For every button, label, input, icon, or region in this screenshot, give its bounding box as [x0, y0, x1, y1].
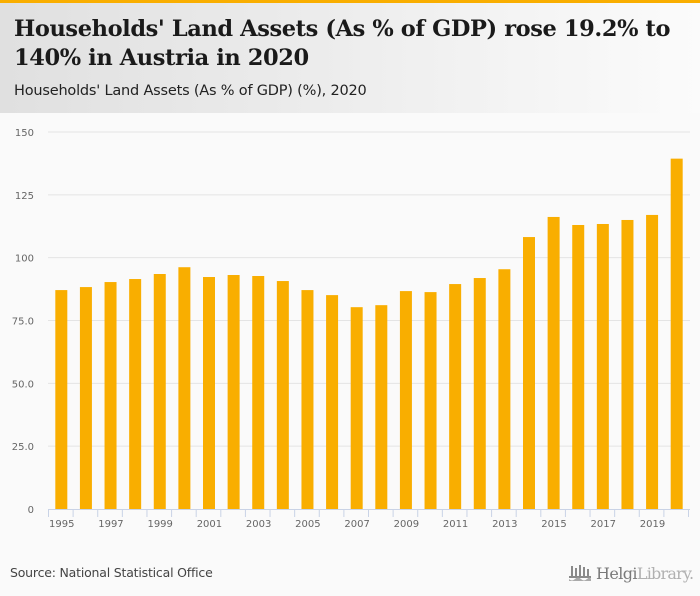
bar-2009: [399, 291, 412, 509]
bar-2008: [375, 305, 388, 509]
x-tick-label: 1999: [147, 519, 172, 530]
bar-2005: [301, 290, 314, 509]
bar-2003: [252, 276, 265, 509]
logo-text-helgi: Helgi: [596, 563, 638, 583]
bar-2019: [646, 214, 659, 509]
x-tick-label: 2015: [541, 519, 566, 530]
y-axis-ticks: 0 25.0 50.0 75.0 100 125 150: [12, 128, 34, 516]
bar-2020: [670, 158, 683, 509]
y-tick-label: 50.0: [12, 379, 34, 390]
bars: [55, 158, 683, 509]
x-tick-label: 2019: [640, 519, 665, 530]
chart-subtitle: Households' Land Assets (As % of GDP) (%…: [14, 83, 367, 99]
y-tick-label: 125: [15, 191, 34, 202]
y-tick-label: 0: [28, 505, 34, 516]
source-note: Source: National Statistical Office: [10, 565, 213, 580]
x-axis: 1995 1997 1999 2001 2003 2005 2007 2009 2011 2013…: [48, 509, 690, 530]
bar-1995: [55, 290, 68, 509]
x-tick-label: 2013: [492, 519, 517, 530]
bar-1996: [79, 287, 92, 509]
x-tick-label: 2007: [344, 519, 369, 530]
bar-2012: [473, 278, 486, 509]
bar-2004: [276, 281, 289, 509]
bar-2010: [424, 292, 437, 509]
bar-2011: [449, 284, 462, 509]
bar-chart: 0 25.0 50.0 75.0 100 125 150 1995 1997 1999 2001 2…: [12, 128, 690, 530]
bar-2016: [572, 224, 585, 509]
library-building-icon: [569, 565, 591, 581]
x-tick-label: 2009: [394, 519, 419, 530]
bar-2006: [326, 295, 339, 509]
bar-1997: [104, 282, 117, 509]
y-tick-label: 150: [15, 128, 34, 139]
y-tick-label: 75.0: [12, 317, 34, 328]
x-tick-label: 2017: [591, 519, 616, 530]
x-tick-label: 1995: [49, 519, 74, 530]
bar-2001: [203, 277, 215, 509]
y-tick-label: 25.0: [12, 442, 34, 453]
x-tick-label: 2001: [197, 519, 222, 530]
bar-2014: [523, 237, 535, 509]
bar-1999: [153, 274, 166, 509]
bar-2015: [547, 216, 560, 509]
y-tick-label: 100: [15, 254, 34, 265]
logo-text-library: Library.: [636, 563, 694, 583]
x-tick-label: 1997: [98, 519, 123, 530]
bar-2002: [227, 275, 240, 509]
bar-1998: [129, 279, 142, 509]
accent-top-bar: [0, 0, 700, 3]
bar-2018: [621, 219, 634, 509]
grid-lines: [48, 131, 690, 447]
x-tick-label: 2003: [246, 519, 271, 530]
chart-header: Households' Land Assets (As % of GDP) ro…: [0, 3, 700, 113]
x-tick-label: 2011: [443, 519, 468, 530]
x-tick-label: 2005: [295, 519, 320, 530]
bar-2017: [596, 223, 609, 509]
bar-2000: [178, 267, 191, 509]
bar-2013: [498, 269, 511, 509]
helgilibrary-logo[interactable]: Helgi Library.: [568, 562, 694, 584]
chart-title: Households' Land Assets (As % of GDP) ro…: [14, 16, 671, 71]
bar-2007: [350, 307, 363, 509]
